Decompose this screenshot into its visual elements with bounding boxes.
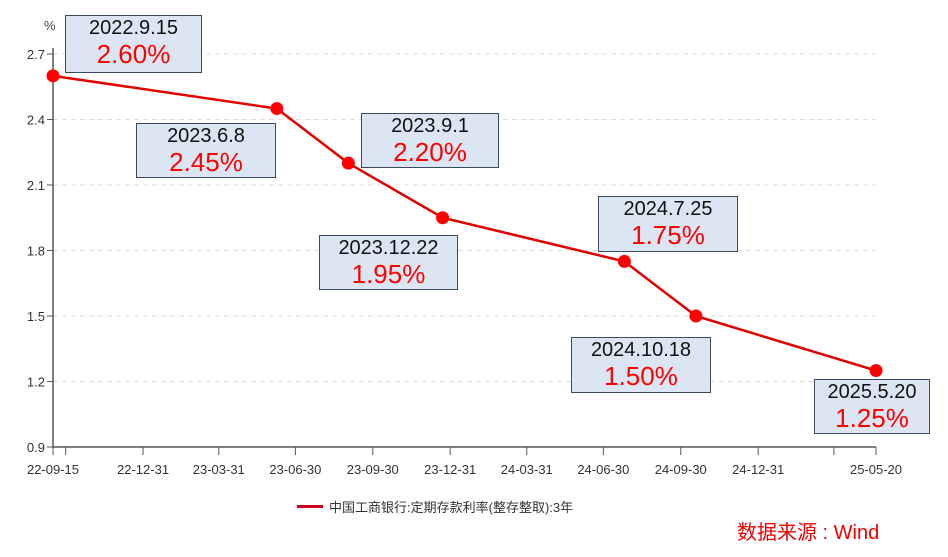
annotation-value: 1.50% [604, 361, 678, 391]
annotation-box: 2023.9.1 2.20% [361, 113, 499, 168]
annotation-date: 2024.7.25 [623, 198, 713, 220]
x-tick-label: 23-12-31 [424, 462, 476, 477]
y-tick-label: 2.1 [27, 178, 45, 193]
annotation-value: 2.45% [169, 147, 243, 177]
y-tick-label: 0.9 [27, 440, 45, 455]
annotation-date: 2025.5.20 [827, 381, 917, 403]
data-point [46, 69, 60, 83]
y-tick-label: 2.7 [27, 47, 45, 62]
x-tick-label: 24-12-31 [732, 462, 784, 477]
annotation-date: 2024.10.18 [590, 339, 692, 361]
annotation-value: 1.75% [631, 220, 705, 250]
annotation-value: 2.20% [393, 137, 467, 167]
annotation-date: 2023.6.8 [167, 125, 245, 147]
data-point [617, 254, 631, 268]
annotation-value: 2.60% [96, 39, 171, 69]
annotation-box: 2023.6.8 2.45% [136, 123, 276, 178]
legend-swatch [297, 505, 323, 508]
annotation-date: 2022.9.15 [89, 17, 178, 39]
y-tick-label: 1.8 [27, 244, 45, 259]
annotation-date: 2023.9.1 [391, 115, 469, 137]
annotation-date: 2023.12.22 [338, 237, 439, 259]
data-point [341, 156, 355, 170]
data-point [436, 211, 450, 225]
y-axis-unit: % [44, 18, 56, 33]
annotation-value: 1.95% [351, 259, 426, 289]
x-tick-label: 24-03-31 [501, 462, 553, 477]
x-tick-label: 23-06-30 [269, 462, 321, 477]
x-tick-label: 22-12-31 [117, 462, 169, 477]
annotation-box: 2024.10.18 1.50% [571, 337, 711, 393]
x-tick-label: 24-09-30 [655, 462, 707, 477]
y-tick-label: 1.2 [27, 375, 45, 390]
annotation-box: 2025.5.20 1.25% [814, 379, 930, 434]
legend[interactable]: 中国工商银行:定期存款利率(整存整取):3年 [297, 497, 573, 516]
annotation-box: 2024.7.25 1.75% [598, 196, 738, 252]
annotation-box: 2023.12.22 1.95% [319, 235, 458, 290]
x-tick-label: 25-05-20 [850, 462, 902, 477]
data-point [869, 364, 883, 378]
x-tick-label: 23-03-31 [193, 462, 245, 477]
y-tick-label: 1.5 [27, 309, 45, 324]
x-tick-label: 22-09-15 [27, 462, 79, 477]
data-source: 数据来源 : Wind [737, 522, 880, 544]
data-point [689, 309, 703, 323]
data-point [270, 102, 284, 116]
x-tick-label: 24-06-30 [577, 462, 629, 477]
annotation-value: 1.25% [835, 403, 909, 433]
annotation-box: 2022.9.15 2.60% [65, 15, 202, 73]
y-tick-label: 2.4 [27, 113, 45, 128]
x-tick-label: 23-09-30 [347, 462, 399, 477]
legend-label: 中国工商银行:定期存款利率(整存整取):3年 [329, 500, 574, 515]
